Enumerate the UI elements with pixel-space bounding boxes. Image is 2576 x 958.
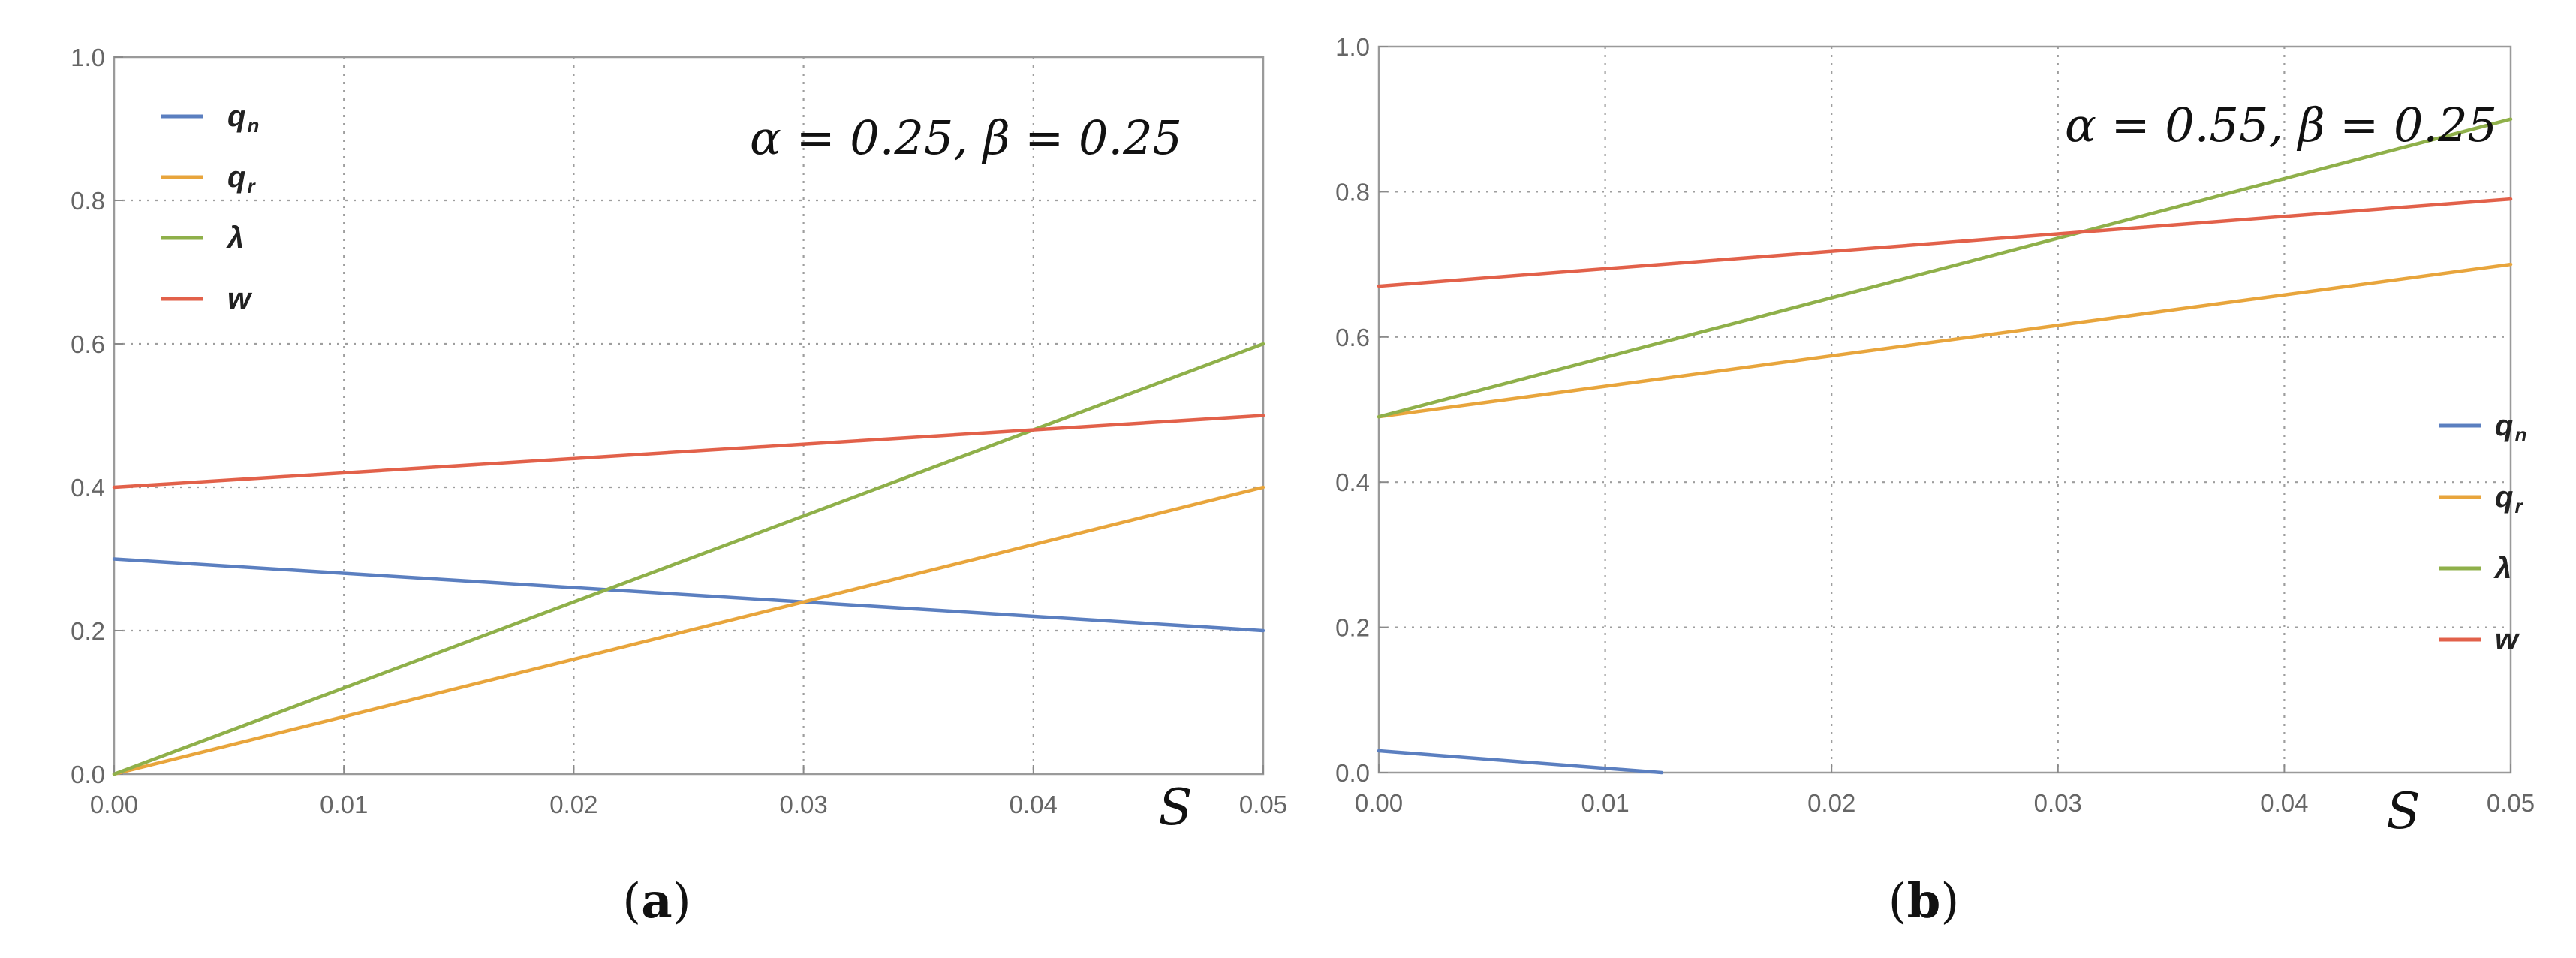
series-line-q-r: [112, 485, 1265, 776]
x-tick-label: 0.05: [2487, 789, 2535, 817]
legend-item-w: w: [161, 282, 253, 315]
panel-label: (a): [622, 873, 691, 929]
legend-item-q-n: qn: [161, 100, 259, 137]
legend-item-q-r: qr: [2439, 481, 2523, 517]
series-line-q-r: [1377, 262, 2513, 419]
series-line-lambda: [1377, 117, 2513, 419]
x-axis-symbol: S: [1158, 779, 1192, 836]
y-tick-label: 1.0: [71, 44, 105, 71]
y-tick-label: 0.8: [1335, 178, 1370, 206]
y-tick-label: 0.2: [1335, 614, 1370, 642]
x-tick-label: 0.02: [1807, 789, 1855, 817]
legend-label: qn: [2495, 409, 2526, 446]
y-tick-label: 0.6: [1335, 324, 1370, 351]
y-tick-label: 0.8: [71, 187, 105, 215]
legend-subscript: r: [2514, 495, 2523, 517]
legend: qn qr λ w: [2439, 409, 2526, 656]
x-tick-label: 0.05: [1239, 791, 1287, 818]
y-tick-label: 0.0: [71, 761, 105, 788]
legend-label: λ: [226, 221, 244, 255]
x-tick-label: 0.04: [2260, 789, 2308, 817]
legend-label: qr: [2495, 481, 2523, 517]
x-axis-symbol: S: [2386, 782, 2420, 840]
x-tick-label: 0.02: [549, 791, 597, 818]
x-tick-label: 0.04: [1010, 791, 1058, 818]
chart-panel-b: 0.00 0.01 0.02 0.03 0.04 0.05 0.0 0.2 0.4 0.6 0.8 1…: [1335, 33, 2535, 929]
legend-label: qn: [227, 100, 259, 137]
series-line-q-n: [1377, 749, 1664, 775]
legend-item-lambda: λ: [2439, 552, 2511, 585]
y-tick-label: 0.4: [71, 474, 105, 502]
series-line-lambda: [112, 342, 1265, 776]
legend-item-q-r: qr: [161, 161, 256, 197]
legend-label: qr: [227, 161, 256, 197]
legend-subscript: n: [2514, 423, 2526, 446]
y-tick-label: 0.4: [1335, 468, 1370, 496]
parameter-annotation: α = 0.25, β = 0.25: [750, 110, 1182, 165]
y-tick-label: 0.0: [1335, 759, 1370, 787]
x-tick-label: 0.03: [2034, 789, 2082, 817]
legend-label: w: [227, 282, 253, 315]
legend-label: λ: [2493, 552, 2511, 585]
y-tick-label: 1.0: [1335, 33, 1370, 61]
legend-subscript: r: [247, 175, 256, 197]
plot-frame: [1377, 45, 2512, 774]
series-line-w: [1377, 197, 2513, 288]
x-tick-label: 0.03: [779, 791, 827, 818]
parameter-annotation: α = 0.55, β = 0.25: [2065, 98, 2497, 152]
x-tick-label: 0.00: [1355, 789, 1403, 817]
x-tick-label: 0.01: [1581, 789, 1629, 817]
legend: qn qr λw: [161, 100, 259, 315]
panel-label: (b): [1888, 873, 1960, 929]
legend-item-q-n: qn: [2439, 409, 2526, 446]
legend-item-w: w: [2439, 623, 2520, 656]
x-tick-label: 0.01: [320, 791, 368, 818]
legend-subscript: n: [247, 114, 259, 137]
legend-item-lambda: λ: [161, 221, 244, 255]
series-line-q-n: [112, 557, 1265, 633]
y-tick-label: 0.2: [71, 617, 105, 645]
series-line-w: [112, 414, 1265, 490]
x-tick-label: 0.00: [90, 791, 138, 818]
legend-label: w: [2495, 623, 2520, 656]
y-tick-label: 0.6: [71, 330, 105, 358]
chart-panel-a: 0.00 0.01 0.02 0.03 0.04 0.05 0.0 0.2 0.4 0.6 0.8 1…: [71, 44, 1287, 929]
